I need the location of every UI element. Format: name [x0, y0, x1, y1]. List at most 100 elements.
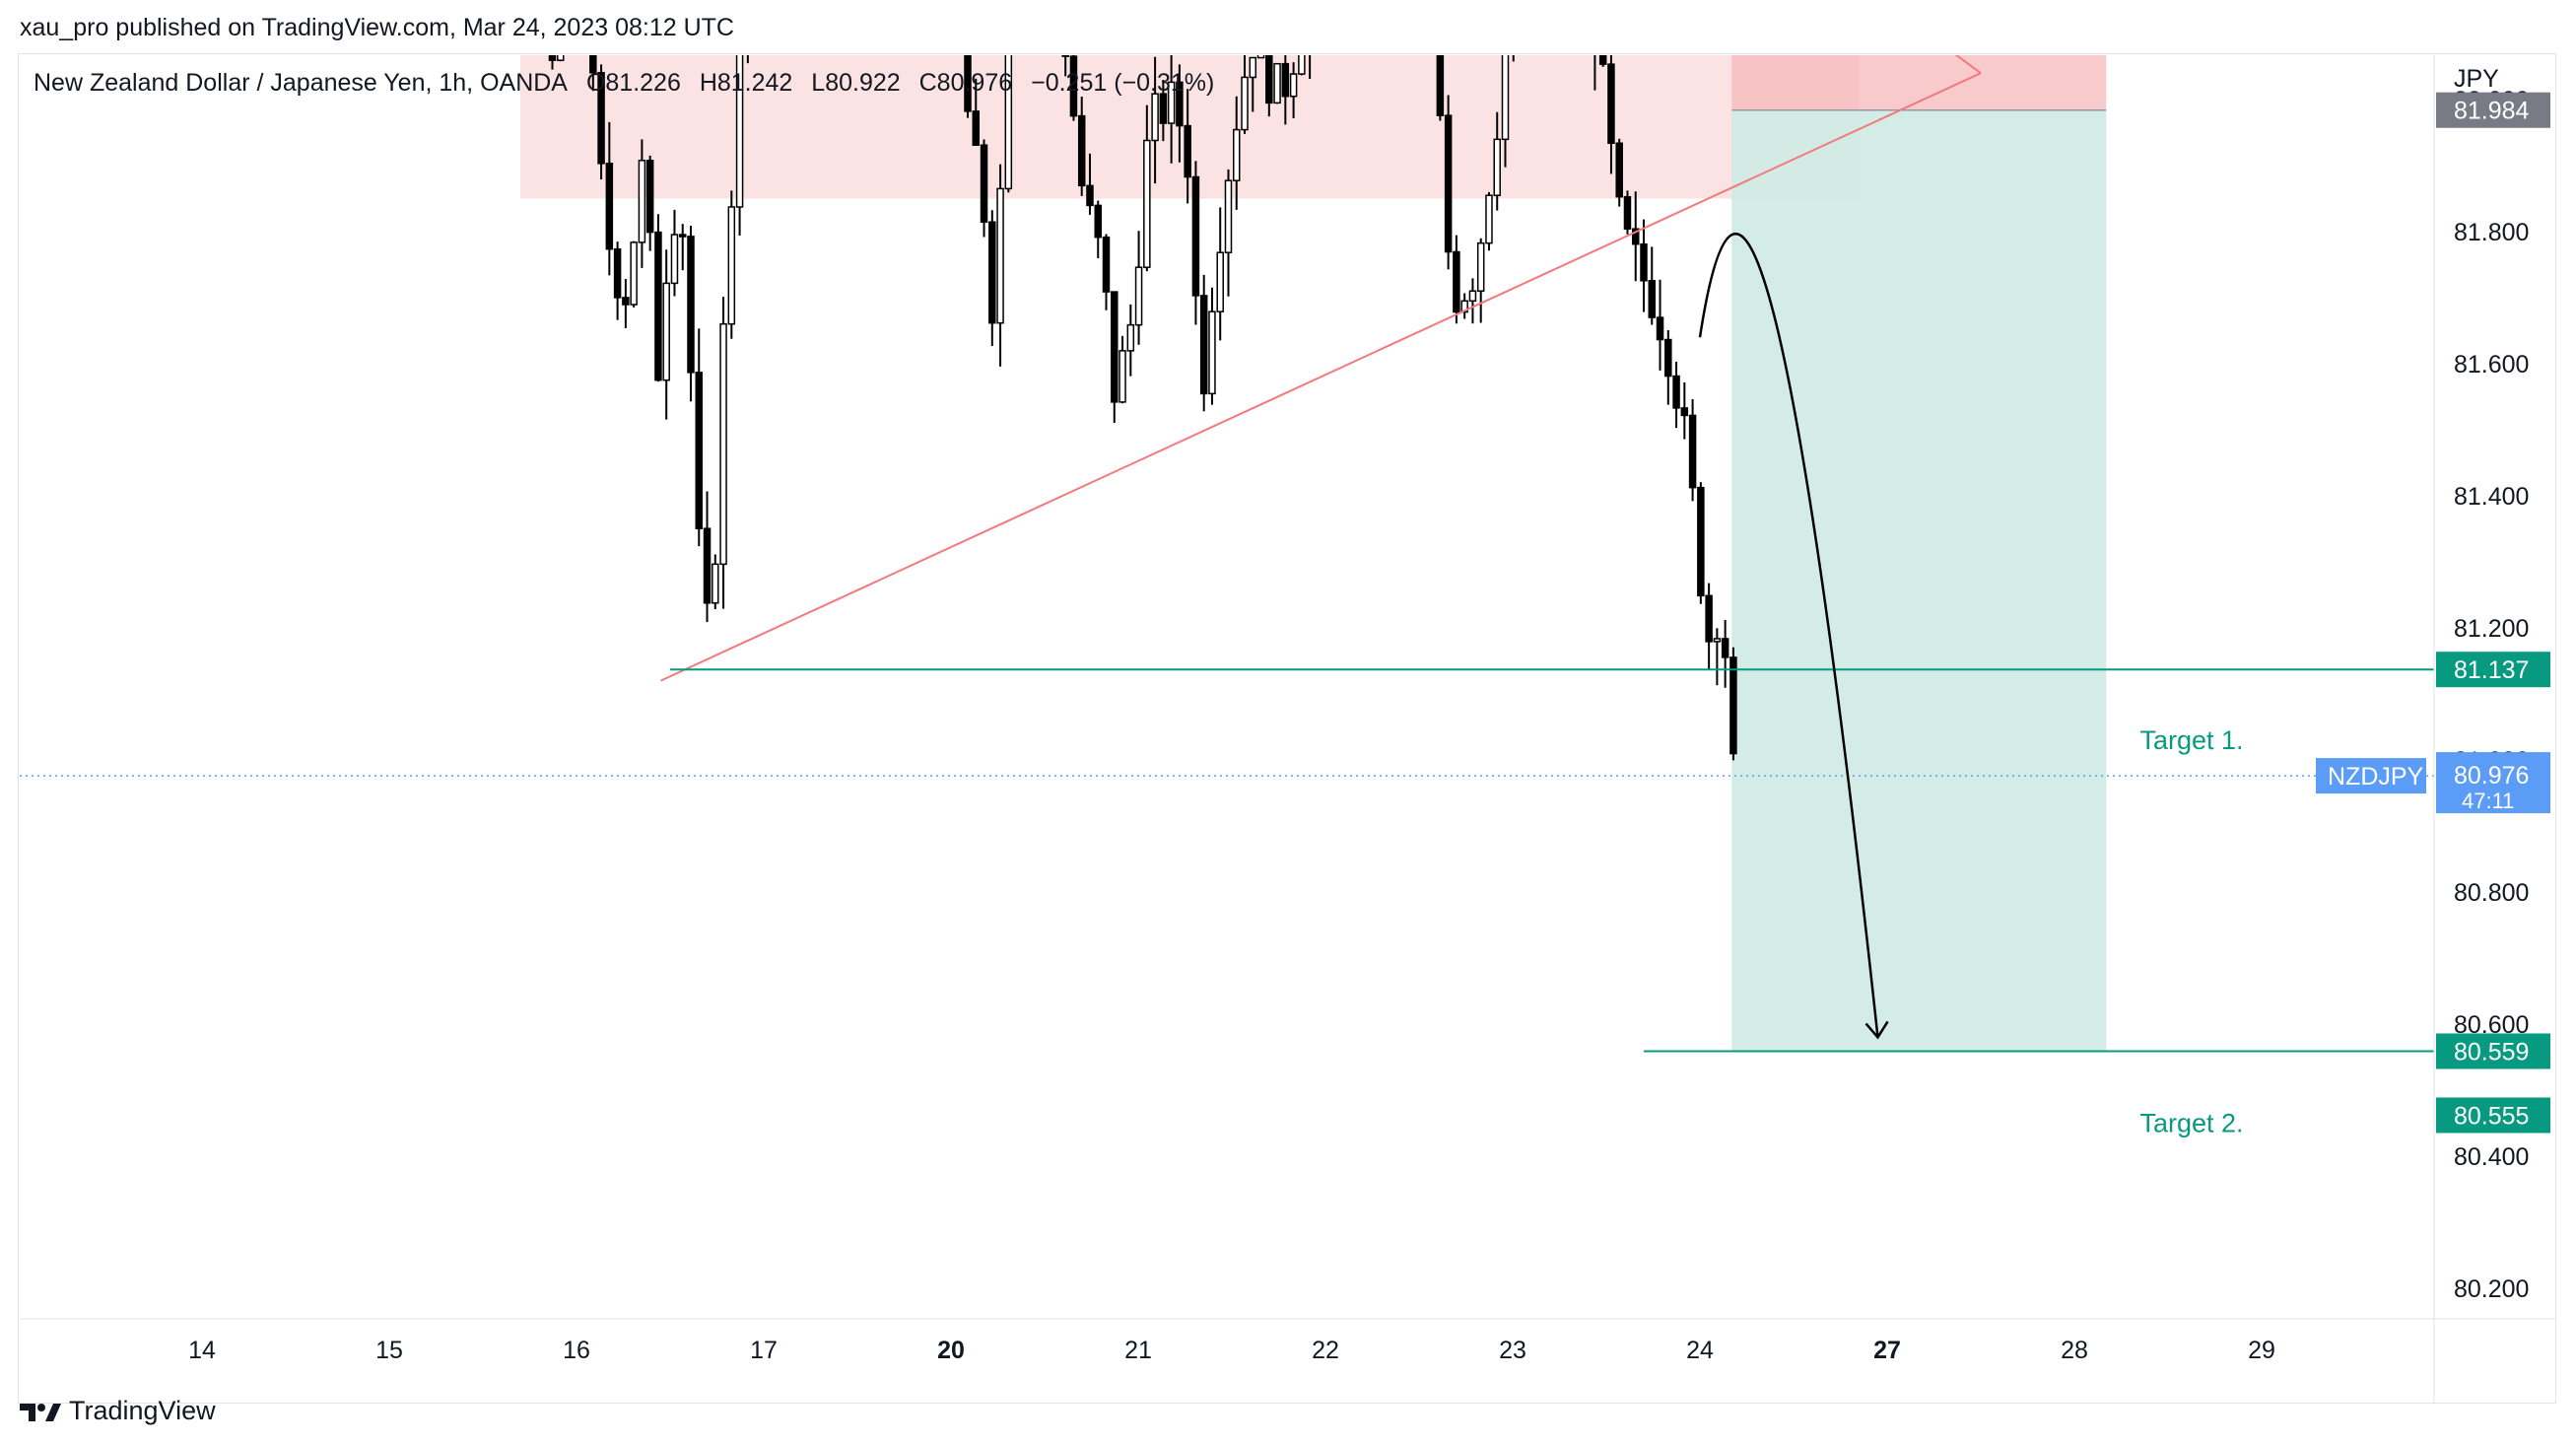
- price-tick-label: 81.400: [2454, 483, 2529, 511]
- candle-body: [1256, 55, 1265, 59]
- time-tick-label: 15: [375, 1337, 403, 1364]
- price-tick-label: 81.200: [2454, 615, 2529, 643]
- candle-body: [1265, 55, 1273, 104]
- time-tick-label: 16: [563, 1337, 590, 1364]
- candle-body: [1444, 114, 1453, 253]
- candle-body: [1307, 0, 1313, 47]
- candle-body: [1281, 62, 1290, 98]
- candle-body: [1241, 76, 1249, 131]
- candle-body: [727, 206, 736, 325]
- candle-body: [712, 563, 719, 604]
- candle-body: [638, 160, 646, 243]
- candle-body: [1729, 656, 1737, 755]
- candle-body: [541, 31, 547, 33]
- candle-body: [1615, 142, 1623, 198]
- candle-body: [1111, 291, 1119, 403]
- publisher-line: xau_pro published on TradingView.com, Ma…: [20, 14, 734, 41]
- candle-body: [1289, 73, 1298, 98]
- candle-body: [1501, 55, 1510, 141]
- stop-loss-area: [1731, 55, 2107, 110]
- price-tick-label: 81.600: [2454, 351, 2529, 378]
- candle-body: [548, 55, 557, 61]
- candle-body: [1721, 638, 1729, 658]
- candle-body: [1184, 124, 1191, 178]
- candle-body: [1054, 0, 1060, 10]
- time-tick-label: 27: [1873, 1337, 1901, 1364]
- bar-countdown-text: 47:11: [2462, 789, 2514, 813]
- candle-body: [1298, 55, 1306, 75]
- candle-body: [1631, 228, 1640, 245]
- arrowhead-icon: [1864, 1020, 1889, 1040]
- time-tick-label: 22: [1312, 1337, 1339, 1364]
- candle-body: [1485, 194, 1493, 244]
- candle-body: [1680, 407, 1689, 417]
- take-profit-area: [1731, 109, 2107, 1052]
- candle-body: [1697, 486, 1705, 597]
- candle-body: [597, 71, 605, 165]
- time-tick-label: 29: [2248, 1337, 2275, 1364]
- candle-body: [1511, 0, 1517, 42]
- candle-body: [1688, 414, 1697, 489]
- price-axis-currency: JPY: [2454, 65, 2499, 93]
- legend-open: O81.226: [585, 69, 681, 97]
- candle-body: [1224, 179, 1233, 253]
- legend-close: C80.976: [918, 69, 1013, 97]
- candle-body: [1176, 81, 1184, 127]
- candle-body: [557, 55, 565, 61]
- ohlc-legend: New Zealand Dollar / Japanese Yen, 1h, O…: [34, 69, 1226, 98]
- candle-body: [1460, 300, 1468, 313]
- candle-body: [1493, 138, 1501, 196]
- projection-arrow: [1698, 233, 1879, 1038]
- candle-body: [687, 236, 695, 374]
- candle-body: [1592, 0, 1597, 45]
- candle-body: [533, 0, 539, 31]
- candle-body: [695, 372, 704, 529]
- candle-body: [645, 160, 654, 234]
- candle-body: [972, 110, 981, 146]
- tradingview-logo-icon: [20, 1403, 61, 1421]
- candle-body: [1705, 594, 1713, 643]
- candle-body: [1640, 242, 1648, 282]
- brand[interactable]: TradingView: [20, 1396, 216, 1426]
- price-tick-label: 81.800: [2454, 219, 2529, 246]
- candle-body: [1126, 323, 1135, 352]
- candle-body: [1672, 375, 1680, 409]
- candle-body: [1273, 62, 1281, 104]
- candles: [533, 0, 1737, 761]
- time-tick-label: 24: [1686, 1337, 1714, 1364]
- price-label-badge: [2436, 652, 2550, 688]
- candle-body: [745, 0, 751, 50]
- last-price-text: 80.976: [2454, 762, 2529, 790]
- price-tick-label: 80.800: [2454, 879, 2529, 907]
- candle-body: [1167, 81, 1176, 124]
- symbol-badge-text: NZDJPY: [2328, 763, 2424, 791]
- candle-body: [678, 234, 687, 238]
- annotation-target-2: Target 2.: [2140, 1109, 2244, 1138]
- plot-area: Target 1. Target 2.: [20, 0, 2434, 1138]
- candle-body: [1476, 241, 1485, 293]
- candle-body: [719, 322, 727, 566]
- price-label-badge: [2436, 92, 2550, 128]
- candle-body: [1159, 93, 1168, 124]
- legend-high: H81.242: [699, 69, 793, 97]
- candle-body: [1134, 266, 1143, 326]
- legend-change: −0.251 (−0.31%): [1031, 69, 1215, 97]
- candle-body: [1249, 56, 1257, 79]
- candle-body: [1607, 63, 1615, 145]
- candle-body: [1151, 93, 1159, 142]
- symbol-badge: [2316, 758, 2426, 794]
- candle-body: [1102, 236, 1111, 293]
- time-tick-label: 21: [1124, 1337, 1152, 1364]
- price-label-badge: [2436, 1097, 2550, 1134]
- candle-body: [1664, 338, 1672, 378]
- candle-body: [1468, 290, 1477, 303]
- candle-body: [1199, 295, 1208, 395]
- candle-body: [630, 241, 638, 306]
- candle-body: [1143, 139, 1151, 268]
- time-tick-label: 20: [937, 1337, 965, 1364]
- lower-trendline: [660, 72, 1982, 682]
- annotation-target-1: Target 1.: [2140, 725, 2244, 755]
- candle-body: [1623, 195, 1632, 230]
- candle-body: [1656, 316, 1664, 341]
